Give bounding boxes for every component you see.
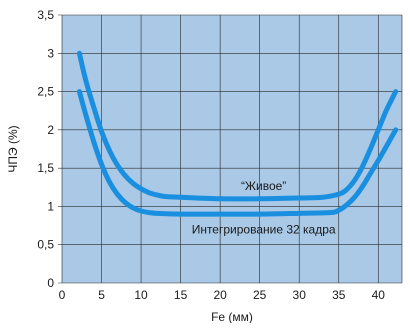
y-tick-label: 2,5 (37, 85, 54, 99)
y-tick-label: 0 (47, 276, 54, 290)
tick-labels: 0 5 10 15 20 25 30 35 40 0 0,5 1 1,5 2 2,5 3 3,5 (37, 8, 385, 302)
x-axis-label: Fe (мм) (211, 310, 253, 323)
y-axis-label: ЧПЭ (%) (6, 125, 20, 172)
x-tick-label: 40 (372, 288, 386, 302)
x-tick-label: 30 (293, 288, 307, 302)
series-layer (76, 50, 399, 217)
plot-background (62, 15, 402, 283)
y-tick-label: 3 (47, 46, 54, 60)
x-tick-label: 25 (253, 288, 267, 302)
x-tick-label: 0 (59, 288, 66, 302)
series-line-0 (76, 50, 399, 202)
y-tick-label: 0,5 (37, 238, 54, 252)
x-tick-label: 15 (174, 288, 188, 302)
annotations: “Живое” Интегрирование 32 кадра (192, 179, 336, 237)
series-line-1 (76, 89, 399, 217)
y-tick-label: 1,5 (37, 161, 54, 175)
x-tick-label: 20 (213, 288, 227, 302)
x-tick-label: 10 (134, 288, 148, 302)
x-tick-label: 5 (98, 288, 105, 302)
annotation-label: Интегрирование 32 кадра (192, 222, 336, 236)
x-tick-label: 35 (332, 288, 346, 302)
annotation-label: “Живое” (241, 179, 286, 193)
y-tick-label: 2 (47, 123, 54, 137)
y-tick-label: 1 (47, 199, 54, 213)
y-tick-label: 3,5 (37, 8, 54, 22)
